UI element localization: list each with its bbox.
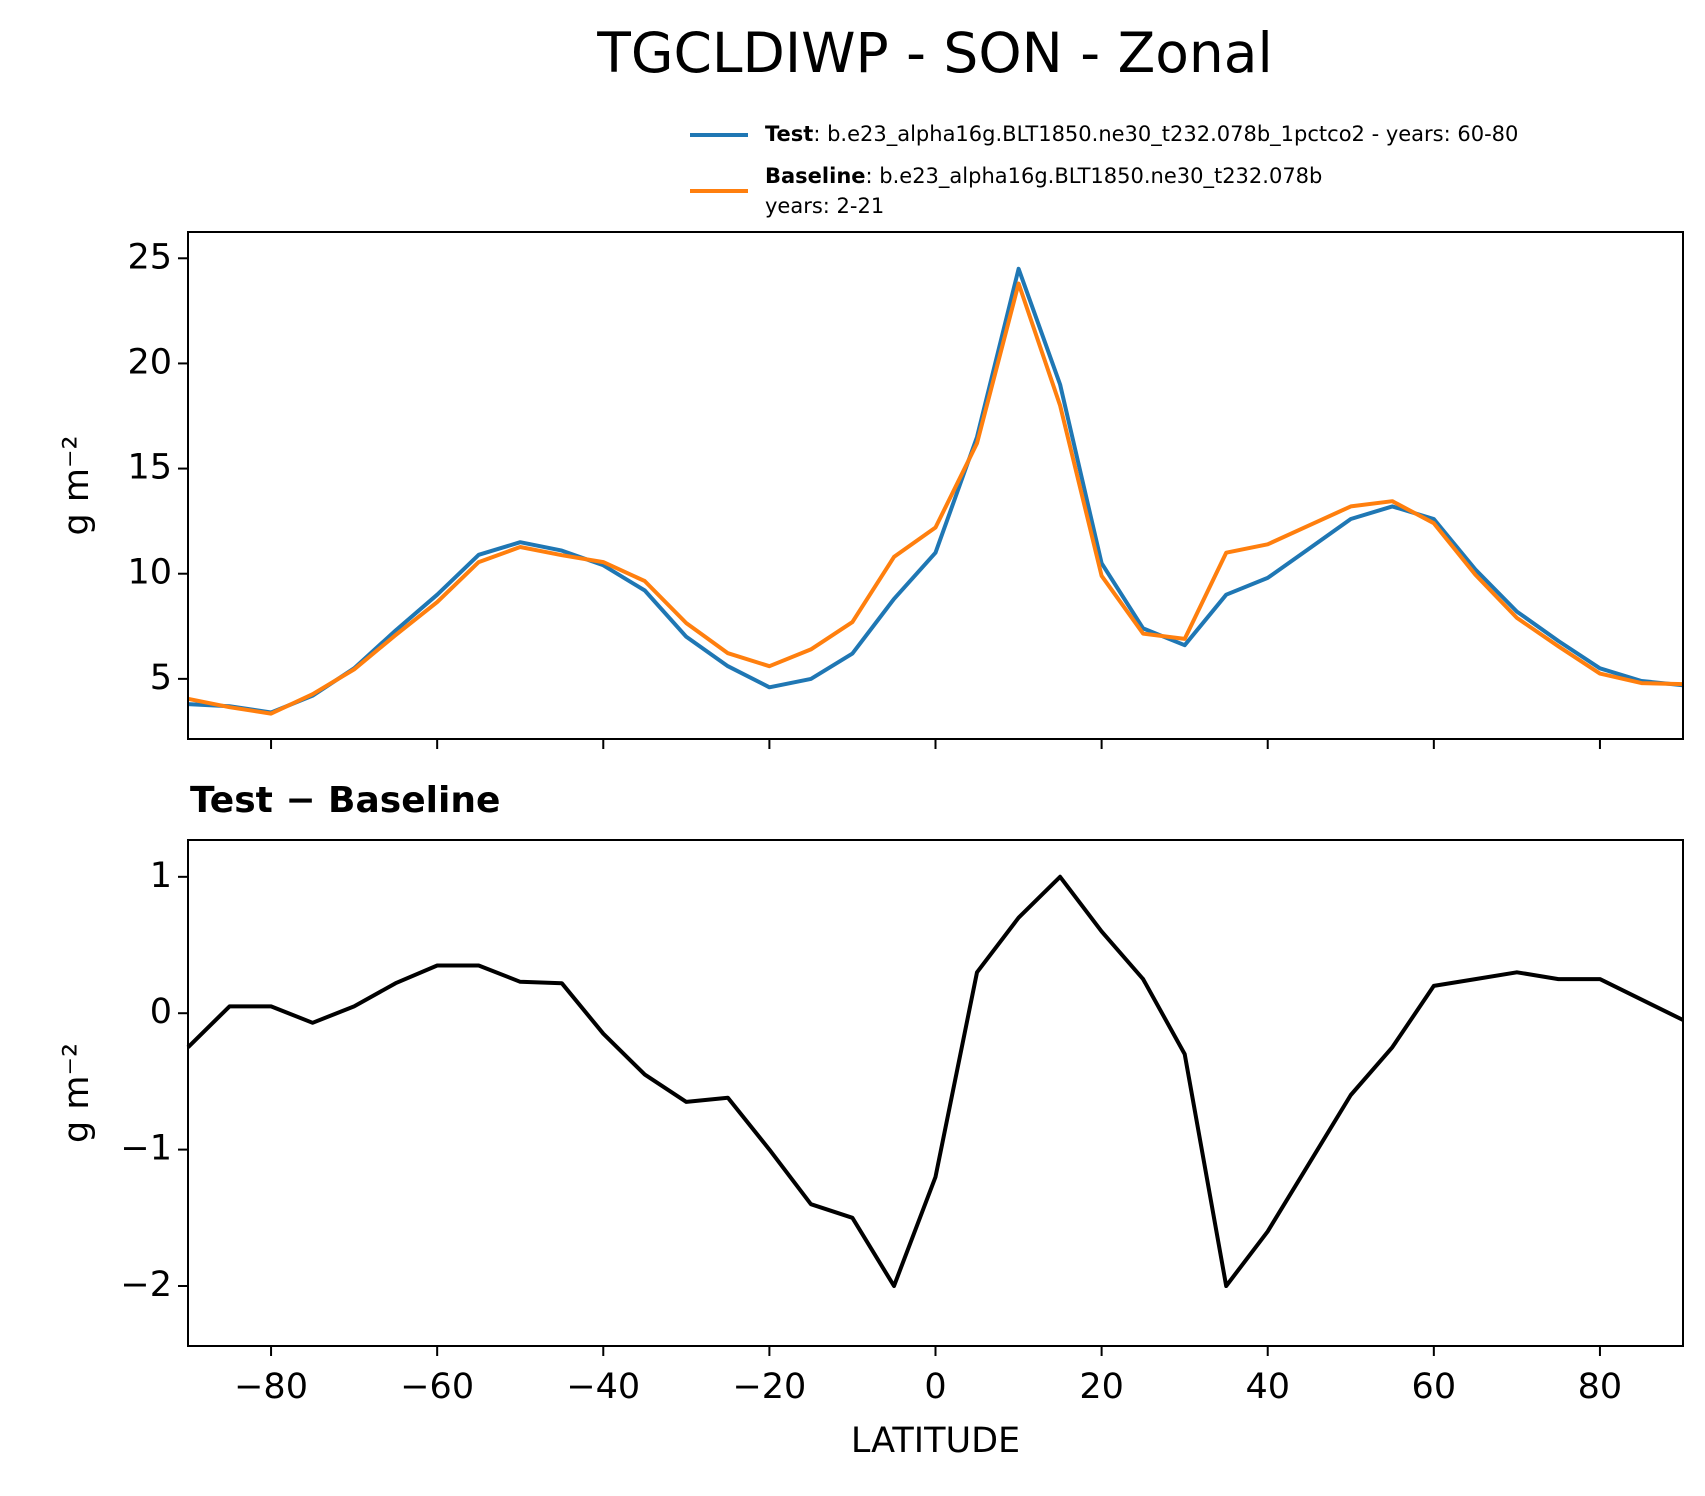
y-tick-label: −2: [120, 1265, 172, 1305]
legend-description: : b.e23_alpha16g.BLT1850.ne30_t232.078b_…: [813, 122, 1518, 147]
y-tick-label: 10: [127, 553, 172, 593]
figure-title: TGCLDIWP - SON - Zonal: [596, 21, 1273, 85]
data-line: [187, 281, 1684, 716]
legend-name: Baseline: [765, 164, 866, 188]
y-tick-label: 25: [127, 237, 172, 277]
y-tick-label: 0: [150, 992, 172, 1032]
legend-entry: Test: b.e23_alpha16g.BLT1850.ne30_t232.0…: [765, 122, 1518, 147]
legend-name: Test: [765, 122, 813, 146]
y-axis-label: g m⁻²: [57, 436, 97, 536]
y-tick-label: 20: [127, 342, 172, 382]
x-tick-label: 80: [1578, 1367, 1623, 1407]
y-tick-label: 1: [150, 856, 172, 896]
plot-frame: [187, 839, 1684, 1347]
x-tick-label: 40: [1245, 1367, 1290, 1407]
x-tick-label: 60: [1412, 1367, 1457, 1407]
x-tick-label: −80: [234, 1367, 308, 1407]
legend-entry: Baseline: b.e23_alpha16g.BLT1850.ne30_t2…: [765, 164, 1322, 189]
y-axis-label: g m⁻²: [57, 1043, 97, 1143]
x-axis-label: LATITUDE: [851, 1421, 1020, 1461]
y-tick-label: 15: [127, 448, 172, 488]
x-tick-label: 0: [924, 1367, 946, 1407]
y-tick-label: 5: [150, 658, 172, 698]
x-tick-label: −20: [732, 1367, 806, 1407]
x-tick-label: −60: [400, 1367, 474, 1407]
legend-description: years: 2-21: [765, 194, 884, 218]
data-line: [186, 874, 1684, 1288]
x-tick-label: −40: [566, 1367, 640, 1407]
x-tick-label: 20: [1079, 1367, 1124, 1407]
legend-description: : b.e23_alpha16g.BLT1850.ne30_t232.078b: [866, 164, 1323, 189]
axes-title: Test − Baseline: [190, 780, 500, 821]
data-line: [187, 266, 1684, 715]
y-tick-label: −1: [120, 1129, 172, 1169]
plot-frame: [187, 231, 1684, 740]
